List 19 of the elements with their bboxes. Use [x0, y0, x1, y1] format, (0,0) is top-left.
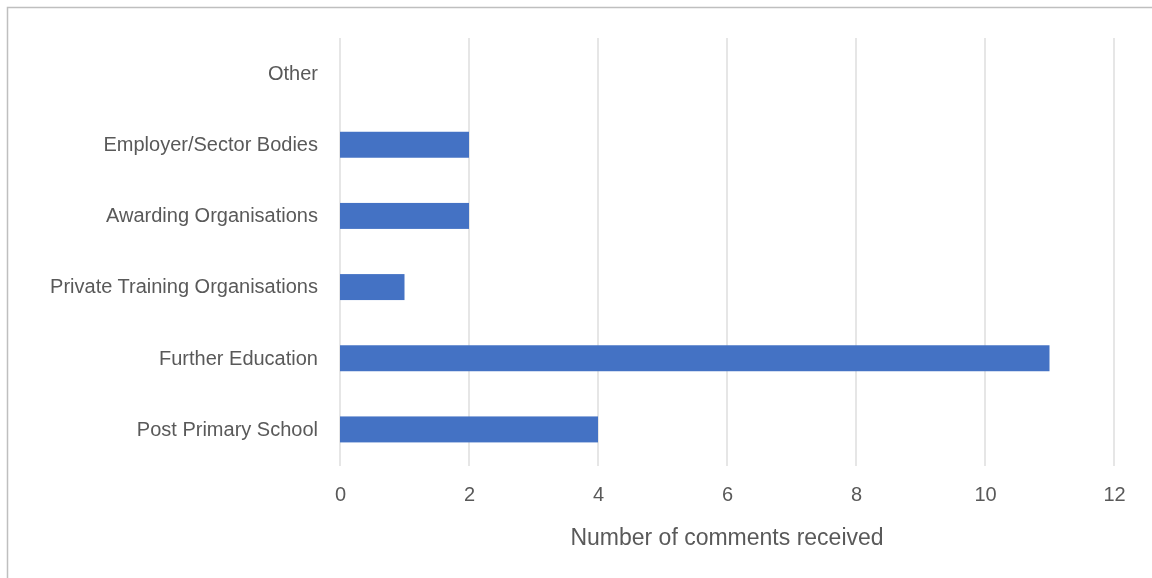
bar: [340, 131, 469, 158]
y-tick-label: Awarding Organisations: [106, 204, 318, 227]
y-tick-label: Employer/Sector Bodies: [103, 133, 318, 156]
x-tick-label: 8: [850, 483, 863, 506]
bar: [340, 345, 1050, 372]
x-tick-label: 4: [592, 483, 605, 506]
y-tick-label: Further Education: [159, 346, 318, 369]
x-tick-label: 12: [1103, 483, 1126, 506]
x-tick-label: 0: [334, 483, 347, 506]
x-tick-label: 2: [463, 483, 476, 506]
bar: [340, 202, 469, 229]
y-tick-label: Private Training Organisations: [50, 275, 318, 298]
bar: [340, 274, 405, 301]
y-tick-label: Post Primary School: [136, 417, 318, 440]
y-tick-label: Other: [267, 61, 319, 84]
x-tick-label: 10: [974, 483, 997, 506]
x-tick-label: 6: [721, 483, 734, 506]
bar: [340, 416, 598, 443]
x-axis-title: Number of comments received: [570, 524, 884, 550]
